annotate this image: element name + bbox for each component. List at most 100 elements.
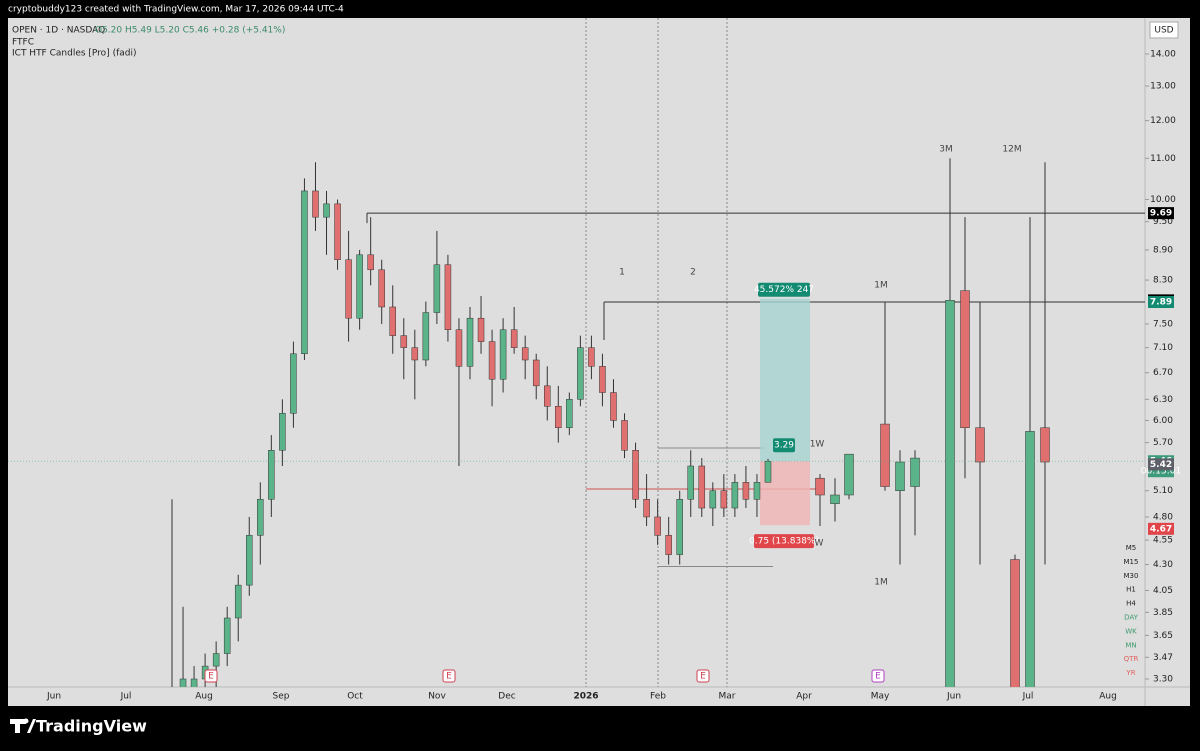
- y-tick-label: 14.00: [1150, 50, 1176, 60]
- annotation: 2: [690, 268, 696, 278]
- candle-body: [764, 460, 772, 483]
- position-label: 0.75 (13.838%): [749, 537, 819, 547]
- candle-body: [544, 385, 551, 407]
- position-label: 45.572% 247: [754, 285, 814, 295]
- countdown: 06:15:01: [1141, 467, 1181, 477]
- candle-body: [477, 317, 485, 342]
- x-tick-label: Jun: [46, 692, 61, 702]
- legend-symbol: OPEN · 1D · NASDAQ: [12, 26, 105, 36]
- candle-body: [246, 535, 253, 586]
- timeframe-label: WK: [1125, 627, 1137, 635]
- x-tick-label: Jun: [946, 692, 961, 702]
- candle-body: [521, 347, 529, 361]
- timeframe-label: H1: [1126, 586, 1136, 594]
- x-tick-label: Sep: [273, 692, 290, 702]
- annotation: 3M: [939, 145, 953, 155]
- earnings-marker[interactable]: [696, 669, 710, 683]
- candle-body: [720, 490, 728, 509]
- candle-body: [257, 499, 264, 536]
- price-badge: [1148, 458, 1174, 471]
- y-tick-label: 6.30: [1153, 395, 1173, 405]
- candle-body: [444, 264, 452, 330]
- earnings-label: E: [446, 672, 452, 682]
- legend-indicator: FTFC: [12, 38, 34, 48]
- candle-body: [345, 259, 352, 319]
- candle-body: [190, 678, 198, 687]
- session-lines: [585, 18, 728, 687]
- candle-body: [742, 482, 750, 500]
- earnings-marker[interactable]: [204, 669, 218, 683]
- candle-body: [400, 335, 408, 348]
- position-label-bg: [773, 438, 795, 453]
- candle-body: [588, 347, 595, 367]
- candle-body: [945, 300, 955, 687]
- position-label: 3.29: [774, 441, 794, 451]
- annotation: W: [815, 539, 824, 549]
- y-tick-label: 11.00: [1150, 154, 1176, 164]
- candle-body: [753, 482, 761, 500]
- candle-body: [312, 190, 319, 218]
- candle-body: [234, 584, 242, 619]
- x-tick-label: 2026: [573, 692, 598, 702]
- y-tick-label: 7.10: [1153, 343, 1173, 353]
- x-tick-label: Dec: [498, 692, 515, 702]
- y-tick-label: 5.10: [1153, 486, 1173, 496]
- candle-body: [960, 290, 970, 428]
- candle-body: [621, 420, 628, 451]
- candle-body: [880, 423, 890, 487]
- candle-body: [731, 482, 739, 509]
- candle-body: [687, 465, 694, 500]
- y-tick-label: 4.55: [1153, 536, 1173, 546]
- price-badge-label: 5.42: [1150, 460, 1172, 470]
- annotation: 1M: [874, 578, 888, 588]
- y-tick-label: 9.50: [1153, 217, 1173, 227]
- candle-body: [179, 678, 187, 687]
- candle-body: [1040, 427, 1050, 463]
- candle-body: [466, 317, 474, 367]
- candle-body: [389, 306, 396, 336]
- candle-body: [510, 329, 518, 348]
- price-badge-label: 7.89: [1150, 298, 1172, 308]
- candle-body: [566, 399, 573, 428]
- candle-body: [488, 341, 496, 380]
- timeframe-label: DAY: [1124, 614, 1139, 622]
- y-tick-label: 5.70: [1153, 438, 1173, 448]
- candle-body: [910, 457, 920, 487]
- price-badge: [1148, 296, 1174, 309]
- candle-body: [632, 450, 639, 500]
- candle-body: [1010, 559, 1020, 687]
- currency-box[interactable]: [1149, 21, 1179, 39]
- x-tick-label: Feb: [650, 692, 666, 702]
- candle-body: [223, 617, 231, 654]
- position-label-bg: [758, 282, 810, 297]
- candle-body: [1025, 431, 1035, 687]
- candle-body: [665, 535, 672, 555]
- annotation: 1M: [874, 281, 888, 291]
- y-tick-label: 8.90: [1153, 245, 1173, 255]
- y-tick-label: 3.47: [1153, 653, 1173, 663]
- header-credit: cryptobuddy123 created with TradingView.…: [8, 5, 344, 15]
- y-tick-label: 6.70: [1153, 368, 1173, 378]
- price-badge: [1148, 522, 1174, 535]
- earnings-marker[interactable]: [442, 669, 456, 683]
- timeframe-label: QTR: [1124, 655, 1139, 663]
- position-label-bg: [754, 534, 814, 549]
- annotation: 1W: [810, 440, 825, 450]
- candle-body: [844, 453, 854, 496]
- earnings-marker[interactable]: [871, 669, 885, 683]
- price-badge: [1148, 207, 1174, 220]
- y-tick-label: 12.00: [1150, 116, 1176, 126]
- y-tick-label: 7.50: [1153, 319, 1173, 329]
- x-tick-label: Jul: [1022, 692, 1034, 702]
- candle-body: [334, 203, 341, 260]
- candle-body: [610, 392, 617, 421]
- candle-body: [378, 269, 385, 308]
- candle-body: [455, 329, 463, 367]
- candle-body: [433, 264, 441, 313]
- candle-body: [676, 499, 683, 555]
- candle-body: [367, 254, 374, 271]
- timeframe-label: M15: [1124, 558, 1139, 566]
- price-badge-label: 9.69: [1150, 209, 1172, 219]
- candle-body: [422, 312, 430, 361]
